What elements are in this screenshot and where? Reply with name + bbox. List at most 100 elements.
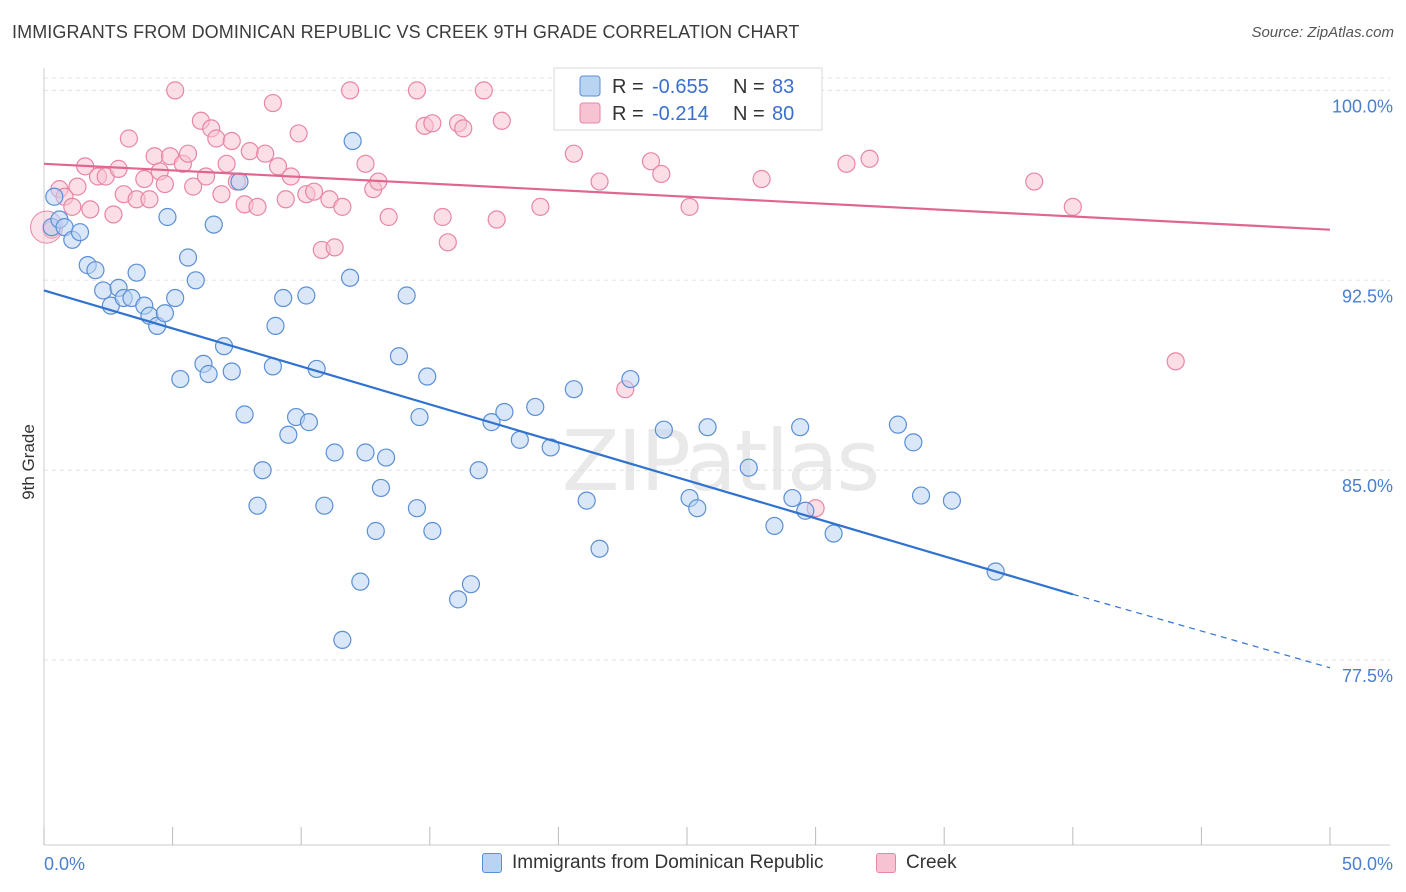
dominican-point [94, 281, 113, 300]
legend-label-creek: Creek [906, 852, 957, 873]
dominican-point [783, 488, 802, 508]
creek-point [119, 129, 138, 148]
legend-r-label: R = [612, 103, 644, 125]
creek-point [492, 111, 511, 130]
dominican-point [888, 415, 908, 434]
dominican-point [739, 458, 758, 477]
creek-point [1025, 172, 1044, 191]
dominican-point [824, 524, 843, 543]
legend-item-dominican: Immigrants from Dominican Republic [482, 852, 824, 874]
dominican-point [274, 288, 293, 308]
creek-point [837, 154, 856, 173]
dominican-point [266, 316, 285, 335]
y-tick-label: 77.5% [1342, 666, 1393, 686]
dominican-point [235, 405, 254, 424]
creek-point [207, 129, 226, 148]
dominican-point [171, 369, 190, 389]
creek-point [104, 205, 123, 224]
dominican-point [791, 418, 810, 437]
creek-point [184, 177, 203, 196]
creek-point [423, 114, 442, 133]
creek-point [474, 81, 493, 100]
dominican-point [155, 304, 174, 323]
dominican-point [423, 521, 442, 541]
dominican-point [178, 248, 198, 267]
creek-point [680, 197, 699, 216]
legend-n-label: N = [733, 103, 765, 125]
dominican-point [248, 496, 267, 515]
legend-label-dominican: Immigrants from Dominican Republic [512, 852, 824, 873]
dominican-point [495, 402, 514, 422]
dominican-point [299, 413, 319, 432]
legend-swatch-creek [876, 853, 896, 873]
creek-point [222, 131, 241, 151]
legend-r-label: R = [612, 76, 644, 98]
dominican-point [127, 263, 146, 282]
creek-point [68, 177, 87, 196]
y-tick-label: 85.0% [1342, 476, 1393, 496]
dominican-point [654, 420, 673, 439]
creek-point [652, 164, 671, 184]
dominican-point [279, 425, 298, 444]
dominican-point [333, 630, 352, 649]
dominican-point [253, 461, 272, 480]
dominican-point [70, 223, 90, 242]
dominican-point [45, 187, 64, 206]
creek-point [304, 182, 324, 201]
grid-layer [44, 77, 1390, 661]
dominican-point [389, 347, 409, 366]
dominican-point [204, 215, 223, 234]
creek-point [1166, 352, 1185, 371]
dominican-point [621, 369, 640, 389]
dominican-point [461, 575, 481, 594]
correlation-legend: R = -0.655 N = 83 R = -0.214 N = 80 [553, 67, 823, 131]
x-tick-label: 50.0% [1342, 854, 1393, 874]
dominican-point [564, 380, 583, 399]
legend-swatch-dominican [482, 853, 502, 873]
dominican-point [86, 261, 105, 280]
series-legend: Immigrants from Dominican Republic Creek [0, 852, 1406, 878]
dominican-point [911, 486, 931, 505]
dominican-point [158, 207, 177, 227]
creek-point [641, 152, 661, 171]
dominican-point [448, 590, 468, 609]
creek-point [333, 197, 352, 216]
dominican-point [510, 430, 529, 449]
dominican-point [577, 491, 596, 510]
dominican-trend-extension [1072, 593, 1331, 669]
dominican-point [688, 499, 707, 518]
creek-point [240, 142, 259, 161]
dominican-point [410, 407, 429, 427]
creek-point [166, 81, 185, 100]
dominican-point [297, 286, 316, 305]
creek-point [155, 174, 174, 194]
tick-labels: 77.5% 85.0% 92.5% 100.0% 0.0% 50.0% [44, 96, 1393, 874]
dominican-point [376, 448, 396, 467]
dominican-points [42, 131, 1005, 649]
legend-r-value-blue: -0.655 [652, 76, 709, 98]
y-tick-label: 100.0% [1332, 96, 1393, 116]
dominican-point [230, 172, 249, 191]
creek-point [263, 93, 283, 113]
dominican-point [407, 499, 427, 518]
creek-point [407, 81, 427, 100]
creek-point [248, 197, 267, 216]
dominican-point [526, 397, 545, 417]
watermark: ZIPatlas [562, 412, 878, 510]
y-tick-label: 92.5% [1342, 286, 1393, 306]
dominican-point [315, 496, 334, 515]
creek-point [256, 144, 275, 163]
creek-point [860, 149, 879, 168]
dominican-point [343, 131, 362, 151]
creek-point [145, 147, 164, 166]
dominican-point [469, 461, 488, 480]
dominican-trend-line [43, 289, 1074, 596]
dominican-point [186, 271, 205, 290]
dominican-point [698, 418, 717, 437]
dominican-point [904, 433, 923, 452]
legend-r-value-pink: -0.214 [652, 103, 709, 125]
dominican-point [418, 367, 437, 386]
legend-swatch-blue [579, 75, 601, 97]
legend-n-label: N = [733, 76, 765, 98]
